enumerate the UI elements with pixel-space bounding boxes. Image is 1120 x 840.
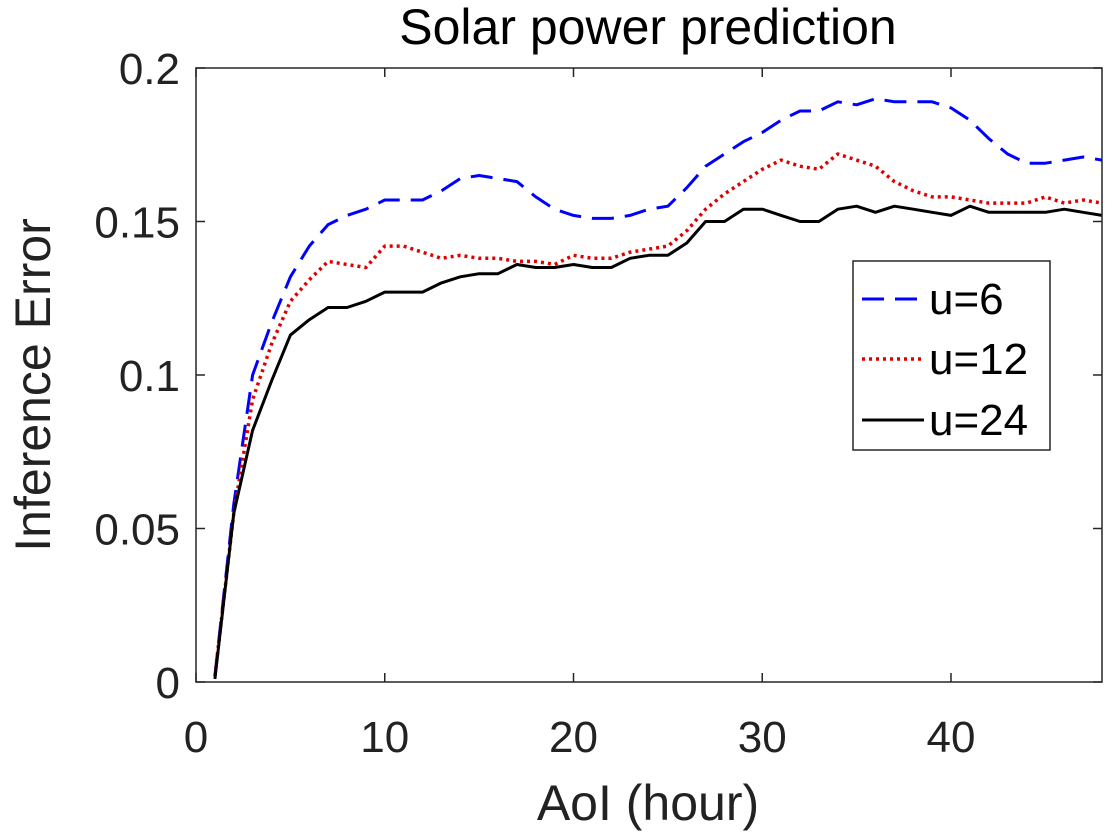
x-tick-label: 20 (549, 713, 598, 762)
x-tick-label: 10 (360, 713, 409, 762)
series-line-u-6 (213, 97, 1103, 677)
y-tick-label: 0.1 (119, 352, 180, 401)
x-axis-title: AoI (hour) (537, 775, 759, 831)
plot-frame (195, 67, 1103, 683)
series-lines (213, 97, 1103, 680)
y-tick-label: 0.2 (119, 45, 180, 94)
y-tick-label: 0.15 (94, 199, 180, 248)
x-tick-label: 0 (184, 713, 208, 762)
y-tick-label: 0.05 (94, 506, 180, 555)
y-axis-title: Inference Error (5, 218, 61, 551)
x-axis-ticks: 0 10 20 30 40 (184, 68, 976, 762)
series-line-u-12 (213, 152, 1103, 677)
y-tick-label: 0 (156, 659, 180, 708)
legend-label: u=12 (929, 335, 1028, 384)
legend-box (852, 260, 1051, 451)
x-tick-label: 30 (738, 713, 787, 762)
legend: u=6 u=12 u=24 (852, 260, 1051, 451)
legend-label: u=24 (929, 396, 1028, 445)
legend-label: u=6 (929, 275, 1004, 324)
chart-title: Solar power prediction (399, 0, 897, 55)
y-axis-ticks: 0 0.05 0.1 0.15 0.2 (94, 45, 1102, 708)
series-line-u-24 (213, 204, 1103, 680)
x-tick-label: 40 (927, 713, 976, 762)
